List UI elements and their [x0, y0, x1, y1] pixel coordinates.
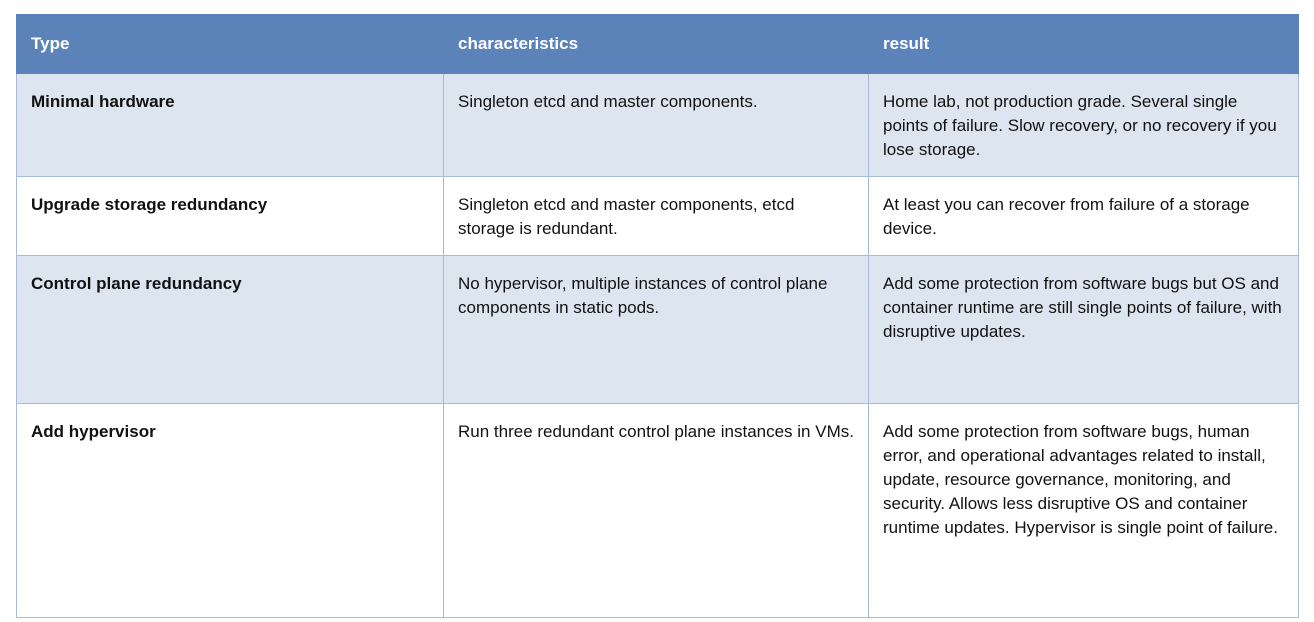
- header-row: Type characteristics result: [16, 14, 1299, 74]
- cell-type: Add hypervisor: [16, 403, 444, 618]
- cell-result: Home lab, not production grade. Several …: [868, 73, 1299, 177]
- cell-characteristics: Singleton etcd and master components.: [443, 73, 869, 177]
- redundancy-table: Type characteristics result Minimal hard…: [16, 14, 1299, 618]
- header-characteristics: characteristics: [443, 14, 869, 74]
- cell-type: Control plane redundancy: [16, 255, 444, 404]
- cell-type: Upgrade storage redundancy: [16, 176, 444, 256]
- header-type: Type: [16, 14, 444, 74]
- table-row: Control plane redundancy No hypervisor, …: [16, 255, 1299, 404]
- cell-type: Minimal hardware: [16, 73, 444, 177]
- cell-result: Add some protection from software bugs, …: [868, 403, 1299, 618]
- cell-characteristics: Singleton etcd and master components, et…: [443, 176, 869, 256]
- cell-characteristics: No hypervisor, multiple instances of con…: [443, 255, 869, 404]
- table-row: Add hypervisor Run three redundant contr…: [16, 403, 1299, 618]
- cell-result: Add some protection from software bugs b…: [868, 255, 1299, 404]
- header-result: result: [868, 14, 1299, 74]
- table-row: Minimal hardware Singleton etcd and mast…: [16, 73, 1299, 177]
- cell-characteristics: Run three redundant control plane instan…: [443, 403, 869, 618]
- table-row: Upgrade storage redundancy Singleton etc…: [16, 176, 1299, 256]
- cell-result: At least you can recover from failure of…: [868, 176, 1299, 256]
